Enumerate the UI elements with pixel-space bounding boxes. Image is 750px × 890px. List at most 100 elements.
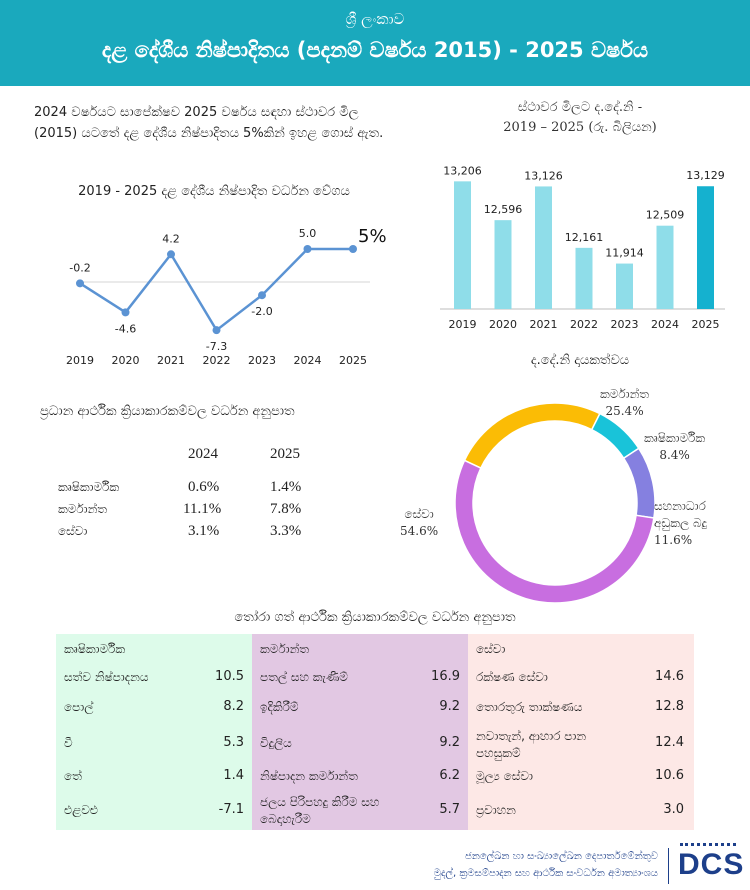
selected-activities-title: තෝරා ගත් ආර්ථික ක්‍රියාකාරකම්වල වර්ධන අන… [234,610,516,625]
donut-agri-pct: 8.4% [659,448,690,462]
donut-tax-name-2: අඩුකල බදු [654,516,707,530]
bar-xtick-2021: 2021 [530,318,558,331]
donut-industry-name: කර්මාන්ත [600,387,650,401]
page-header: ශ්‍රී ලංකාව දළ දේශීය නිෂ්පාදිතය (පදනම් ව… [0,0,750,86]
line-chart-title: 2019 - 2025 දළ දේශීය නිෂ්පාදිත වර්ධන වේග… [78,184,350,199]
bar-label-2020: 12,596 [484,203,523,216]
services-row-5-value: 3.0 [663,802,684,817]
donut-title: ද.දේ.නි දායකත්වය [530,353,630,368]
line-label-2022: -7.3 [206,340,227,353]
intro-text: 2024 වර්ෂයට සාපේක්ෂව 2025 වර්ෂය සඳහා ස්ථ… [34,105,384,141]
growth-table-title: ප්‍රධාන ආර්ථික ක්‍රියාකාරකම්වල වර්ධන අනු… [40,404,295,419]
industry-column: කර්මාන්ත පතල් සහ කැණීම් 16.9 ඉදිකිරීම් 9… [252,634,468,830]
line-label-2019: -0.2 [69,261,90,274]
industry-row-3-value: 9.2 [439,735,460,750]
services-row-5-name: ප්‍රවාහන [476,803,516,817]
donut-agri-name: කෘෂිකාර්මික [644,431,706,445]
bar-xtick-2023: 2023 [611,318,639,331]
line-point-2021 [167,250,175,259]
services-row-4-name: මූල්‍ය සේවා [476,769,533,783]
industry-column-header: කර්මාන්ත [260,642,310,656]
gdp-share-donut [454,402,656,604]
bar-xtick-2020: 2020 [489,318,517,331]
page-title: දළ දේශීය නිෂ්පාදිතය (පදනම් වර්ෂය 2015) -… [101,38,649,62]
services-row-2-name: තොරතුරු තාක්ෂණය [476,700,583,714]
bar-label-2023: 11,914 [605,247,644,260]
donut-tax-name-1: සහනාධාර [654,499,706,513]
footer-ministry: මුදල්, ක්‍රමසම්පාදන සහ ආර්ථික සංවර්ධන අම… [433,868,658,879]
services-column: සේවා රක්ෂණ සේවා 14.6 තොරතුරු තාක්ෂණය 12.… [468,634,694,830]
growth-row-services-name: සේවා [58,524,88,538]
bar-2021 [535,186,552,309]
agri-row-5-name: එළවළු [64,803,99,817]
agri-column-header: කෘෂිකාර්මික [64,642,126,656]
highlight-label: 5% [358,226,387,247]
agri-row-2-name: පොල් [64,700,94,714]
growth-row-industry-name: කර්මාන්ත [58,502,108,516]
bar-label-2024: 12,509 [646,209,685,222]
line-point-2023 [258,291,266,300]
growth-row-agri-name: කෘෂිකාර්මික [58,480,120,494]
bar-chart-title-line1: ස්ථාවර මිලට ද.දේ.නි - [517,100,643,115]
donut-label-tax: සහනාධාර අඩුකල බදු 11.6% [654,498,707,549]
agri-row-5-value: -7.1 [218,802,244,817]
country-name: ශ්‍රී ලංකාව [345,10,405,28]
agri-row-4-name: තේ [64,769,82,783]
bar-2022 [575,247,593,309]
agri-row-1-name: සත්ව නිෂ්පාදනය [64,670,149,684]
dcs-logo: DCS [678,848,745,881]
gdp-bar-chart: 13,206 2019 12,596 2020 13,126 2021 12,161 2022… [440,164,725,331]
bar-xtick-2019: 2019 [449,318,477,331]
agri-row-3-value: 5.3 [223,735,244,750]
donut-services-name: සේවා [404,507,434,521]
bar-2024 [656,225,674,309]
line-label-2023: -2.0 [251,305,272,318]
agri-row-3-name: වී [64,736,73,750]
dcs-logo-dots [680,843,736,849]
footer-separator [668,848,669,884]
line-xtick-2022: 2022 [203,354,231,367]
donut-label-agri: කෘෂිකාර්මික 8.4% [644,430,705,464]
services-row-2-value: 12.8 [655,699,684,714]
agri-row-2-value: 8.2 [223,699,244,714]
line-xtick-2019: 2019 [66,354,94,367]
bar-2019 [454,181,471,309]
bar-label-2021: 13,126 [524,169,563,182]
agri-row-4-value: 1.4 [223,768,244,783]
donut-slice-1 [590,412,640,460]
line-point-2025 [349,245,357,253]
agri-row-1-value: 10.5 [215,669,244,684]
agri-column: කෘෂිකාර්මික සත්ව නිෂ්පාදනය 10.5 පොල් 8.2… [56,634,252,830]
line-point-2024 [303,245,312,253]
year-2024-header: 2024 [188,446,218,462]
line-label-2020: -4.6 [115,322,136,335]
line-xtick-2025: 2025 [339,354,367,367]
bar-2025 [697,186,714,309]
year-2025-header: 2025 [270,446,300,462]
industry-row-1-value: 16.9 [431,669,460,684]
industry-row-4-name: නිෂ්පාදන කර්මාන්ත [260,769,358,783]
growth-row-services-2025: 3.3% [270,523,302,539]
services-column-header: සේවා [476,642,506,656]
growth-row-industry-2024: 11.1% [183,501,222,517]
line-point-2019 [76,279,84,288]
bar-chart-title: ස්ථාවර මිලට ද.දේ.නි - 2019 – 2025 (රු. බ… [430,98,730,138]
bar-xtick-2022: 2022 [570,318,598,331]
line-label-2024: 5.0 [299,227,317,240]
services-row-1-value: 14.6 [655,669,684,684]
line-xtick-2023: 2023 [248,354,276,367]
line-point-2022 [212,326,221,335]
donut-tax-pct: 11.6% [654,533,693,547]
industry-row-5-name: ජලය පිරිපහදු කිරීම සහ බෙදාහැරීම [260,795,380,826]
industry-row-3-name: විදුලිය [260,736,292,750]
growth-line [79,247,353,333]
footer-department: ජනලේඛන හා සංඛ්‍යාලේඛන දෙපාර්තමේන්තුව [464,851,658,862]
bar-2020 [494,220,512,309]
services-row-4-value: 10.6 [655,768,684,783]
industry-row-2-value: 9.2 [439,699,460,714]
growth-row-services-2024: 3.1% [188,523,220,539]
bar-label-2022: 12,161 [565,231,604,244]
bar-label-2025: 13,129 [686,169,725,182]
industry-row-2-name: ඉදිකිරීම් [260,700,299,714]
growth-row-industry-2025: 7.8% [270,501,302,517]
